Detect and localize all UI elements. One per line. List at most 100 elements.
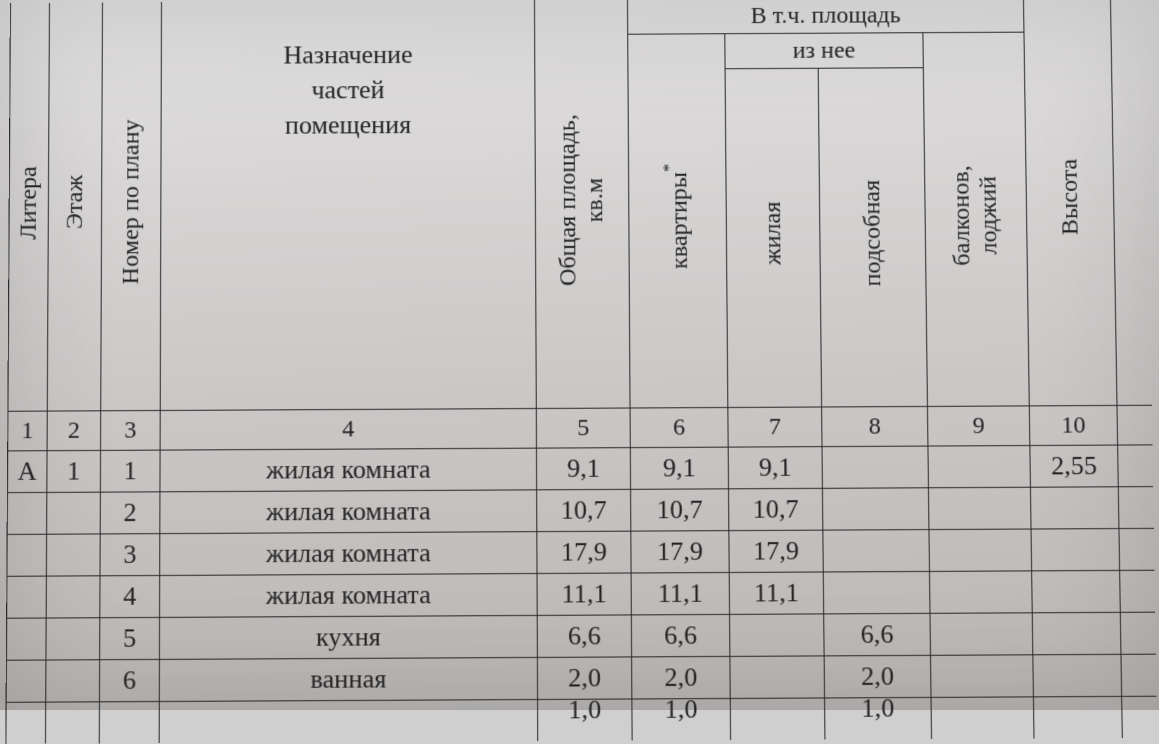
cell-cut (1119, 528, 1155, 570)
purpose-l3: помещения (285, 110, 411, 140)
cell-floor: 1 (47, 450, 101, 492)
cell-cut (1118, 487, 1154, 529)
cell-total: 2,0 (537, 657, 631, 700)
cell-apt: 9,1 (630, 447, 728, 489)
cell-living: 10,7 (729, 488, 823, 530)
cell-purpose: жилая комната (160, 532, 537, 576)
cell-aux (822, 488, 929, 530)
colnum-9: 9 (927, 406, 1029, 446)
cell-living: 11,1 (729, 572, 823, 614)
cell-cut (1118, 445, 1154, 487)
colnum-1: 1 (8, 411, 48, 451)
cell-total: 6,6 (537, 615, 631, 657)
cell-aux: 6,6 (824, 613, 931, 656)
table-row: 2 жилая комната 10,7 10,7 10,7 (7, 487, 1154, 535)
cell-litera (7, 576, 47, 618)
table-row: 3 жилая комната 17,9 17,9 17,9 (7, 528, 1155, 576)
cell-floor (46, 618, 100, 660)
group-area-header: В т.ч. площадь (627, 0, 1023, 34)
cell-plan: 1 (100, 450, 160, 492)
cell-total: 1,0 (538, 699, 633, 741)
cell-litera (6, 618, 46, 660)
table-row: 5 кухня 6,6 6,6 6,6 (6, 612, 1156, 660)
table-row: 4 жилая комната 11,1 11,1 11,1 (7, 570, 1156, 618)
premises-table: Литера Этаж Номер по плану Назначение ча… (5, 0, 1157, 744)
cell-cut (1122, 696, 1158, 738)
col-living-header: жилая (725, 68, 822, 407)
cell-height (1030, 487, 1119, 529)
cell-plan (99, 702, 159, 744)
cell-cut (1121, 654, 1157, 696)
colnum-10: 10 (1029, 405, 1117, 445)
col-cut-header: ​ (1110, 0, 1151, 405)
cell-apt: 11,1 (631, 572, 729, 614)
cell-living (730, 698, 825, 740)
table-row: А 1 1 жилая комната 9,1 9,1 9,1 2,55 (7, 445, 1153, 493)
cell-living (730, 656, 825, 699)
cell-litera (6, 702, 46, 744)
cell-aux: 1,0 (825, 697, 932, 739)
cell-height: 2,55 (1030, 445, 1118, 487)
cell-height (1033, 654, 1122, 697)
cell-balc (930, 613, 1033, 656)
cell-plan: 3 (100, 534, 160, 576)
cell-height (1032, 570, 1121, 612)
cell-plan: 4 (100, 575, 160, 617)
cell-apt: 17,9 (631, 531, 729, 573)
cell-living: 17,9 (729, 530, 823, 572)
colnum-cut (1117, 405, 1152, 445)
cell-living: 9,1 (728, 447, 822, 489)
col-total-header: Общая площадь,кв.м (535, 0, 631, 408)
col-aux-header: подсобная (818, 68, 927, 407)
cell-floor (45, 702, 99, 744)
colnum-6: 6 (630, 407, 728, 447)
cell-plan: 5 (100, 617, 160, 659)
colnum-4: 4 (160, 408, 536, 450)
cell-height (1031, 529, 1120, 571)
col-plan-header: Номер по плану (101, 2, 162, 411)
cell-total: 10,7 (537, 489, 631, 531)
cell-apt: 1,0 (632, 698, 731, 740)
cell-floor (46, 576, 100, 618)
cell-litera: А (7, 451, 47, 493)
cell-height (1032, 612, 1121, 654)
table-row-partial: 1,0 1,0 1,0 (6, 696, 1157, 744)
col-balconies-header: балконов,лоджий (923, 32, 1029, 406)
cell-total: 9,1 (536, 448, 630, 490)
cell-balc (928, 487, 1031, 529)
cell-purpose (159, 699, 538, 743)
cell-purpose: жилая комната (160, 448, 537, 492)
cell-apt: 2,0 (632, 656, 731, 699)
column-number-row: 1 2 3 4 5 6 7 8 9 10 (8, 405, 1153, 451)
cell-floor (46, 660, 100, 702)
cell-aux (823, 571, 930, 613)
colnum-3: 3 (101, 410, 161, 450)
cell-balc (930, 655, 1033, 698)
cell-balc (928, 446, 1030, 488)
group-ofit-header: из нее (725, 33, 924, 69)
cell-purpose: кухня (159, 615, 537, 659)
colnum-7: 7 (728, 407, 822, 447)
cell-aux (823, 530, 930, 572)
cell-plan: 6 (99, 659, 159, 701)
cell-purpose: жилая комната (160, 573, 538, 617)
col-floor-header: Этаж (47, 2, 102, 411)
cell-apt: 6,6 (631, 614, 730, 657)
purpose-l2: частей (311, 75, 384, 104)
cell-floor (47, 492, 101, 534)
cell-total: 11,1 (537, 573, 631, 615)
cell-height (1033, 696, 1122, 738)
cell-aux (822, 446, 928, 488)
cell-litera (6, 660, 46, 702)
col-litera-header: Литера (8, 3, 50, 412)
cell-balc (929, 529, 1032, 571)
colnum-8: 8 (822, 406, 928, 446)
cell-apt: 10,7 (631, 489, 729, 531)
cell-litera (7, 492, 47, 534)
cell-plan: 2 (100, 492, 160, 534)
cell-purpose: жилая комната (160, 490, 537, 534)
cell-purpose: ванная (159, 657, 537, 701)
cell-cut (1120, 570, 1156, 612)
col-purpose-header: Назначение частей помещения (160, 0, 536, 410)
cell-cut (1120, 612, 1156, 654)
